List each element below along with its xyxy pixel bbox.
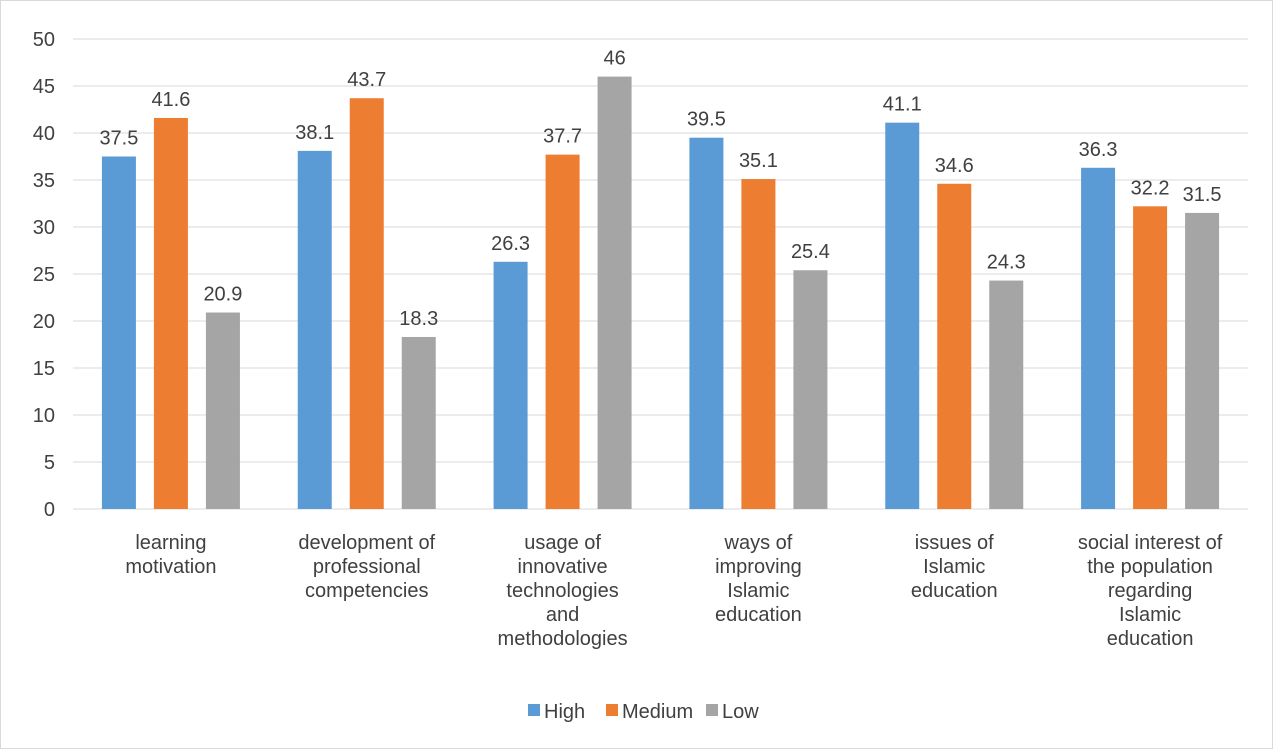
data-label: 32.2 <box>1131 177 1170 199</box>
bar-medium <box>349 98 384 509</box>
bar-low <box>205 312 240 509</box>
category-label: issues of Islamic education <box>911 532 998 602</box>
bar-medium <box>1133 206 1168 509</box>
bar-low <box>597 76 632 509</box>
legend-swatch-medium <box>606 704 618 716</box>
category-label-line: social interest of <box>1078 532 1223 554</box>
category-label-line: learning <box>135 532 206 554</box>
category-label-line: innovative <box>518 556 608 578</box>
data-label: 31.5 <box>1183 184 1222 206</box>
category-label-line: technologies <box>506 580 618 602</box>
bar-low <box>989 280 1024 509</box>
legend-swatch-low <box>706 704 718 716</box>
category-label-line: education <box>715 604 802 626</box>
bars <box>101 76 1220 510</box>
legend-label-high: High <box>544 701 585 723</box>
category-label: usage of innovative technologies and methodo… <box>498 532 628 650</box>
data-label: 35.1 <box>739 150 778 172</box>
bar-medium <box>937 183 972 509</box>
data-labels: 37.5 41.6 20.9 38.1 43.7 18.3 26.3 37.7 46 39.5 35… <box>99 48 1221 330</box>
category-label: social interest of the population regardin… <box>1078 532 1223 650</box>
y-tick-label: 15 <box>33 358 55 380</box>
category-label-line: motivation <box>125 556 216 578</box>
category-label-line: improving <box>715 556 802 578</box>
y-tick-label: 0 <box>44 499 55 521</box>
gridlines <box>73 38 1248 510</box>
category-label-line: competencies <box>305 580 428 602</box>
category-label-line: development of <box>298 532 435 554</box>
y-tick-label: 45 <box>33 76 55 98</box>
y-tick-label: 30 <box>33 217 55 239</box>
bar-medium <box>153 117 188 510</box>
y-axis-tick-labels: 0 5 10 15 20 25 30 35 40 45 50 <box>33 29 55 521</box>
category-label-line: professional <box>313 556 421 578</box>
y-tick-label: 20 <box>33 311 55 333</box>
data-label: 43.7 <box>347 69 386 91</box>
data-label: 24.3 <box>987 252 1026 274</box>
bar-high <box>493 261 528 509</box>
category-label-line: usage of <box>524 532 601 554</box>
data-label: 36.3 <box>1079 139 1118 161</box>
y-tick-label: 50 <box>33 29 55 51</box>
bar-low <box>401 336 436 509</box>
category-label-line: education <box>1107 628 1194 650</box>
data-label: 46 <box>603 48 625 70</box>
y-tick-label: 10 <box>33 405 55 427</box>
y-tick-label: 5 <box>44 452 55 474</box>
category-label-line: ways of <box>724 532 793 554</box>
category-label-line: the population <box>1087 556 1213 578</box>
category-label-line: Islamic <box>727 580 789 602</box>
bar-high <box>885 122 920 509</box>
data-label: 26.3 <box>491 233 530 255</box>
legend: High Medium Low <box>528 701 759 723</box>
bar-low <box>793 270 828 509</box>
data-label: 34.6 <box>935 155 974 177</box>
legend-label-low: Low <box>722 701 759 723</box>
bar-low <box>1185 212 1220 509</box>
bar-high <box>1081 167 1116 509</box>
category-label: ways of improving Islamic education <box>715 532 802 626</box>
category-label-line: regarding <box>1108 580 1193 602</box>
data-label: 37.5 <box>99 128 138 150</box>
category-label-line: Islamic <box>923 556 985 578</box>
data-label: 41.1 <box>883 94 922 116</box>
data-label: 38.1 <box>295 122 334 144</box>
data-label: 25.4 <box>791 241 830 263</box>
bar-medium <box>741 179 776 509</box>
bar-medium <box>545 154 580 509</box>
category-label-line: Islamic <box>1119 604 1181 626</box>
data-label: 39.5 <box>687 109 726 131</box>
category-label-line: education <box>911 580 998 602</box>
y-tick-label: 35 <box>33 170 55 192</box>
category-label: learning motivation <box>125 532 216 578</box>
bar-high <box>297 150 332 510</box>
category-label-line: issues of <box>915 532 994 554</box>
data-label: 37.7 <box>543 126 582 148</box>
category-label-line: methodologies <box>498 628 628 650</box>
legend-swatch-high <box>528 704 540 716</box>
bar-high <box>101 156 136 509</box>
bar-high <box>689 137 724 509</box>
data-label: 41.6 <box>151 89 190 111</box>
legend-label-medium: Medium <box>622 701 693 723</box>
y-tick-label: 25 <box>33 264 55 286</box>
category-label-line: and <box>546 604 579 626</box>
data-label: 20.9 <box>203 284 242 306</box>
category-label: development of professional competencies <box>298 532 435 602</box>
category-labels: learning motivation development of professi… <box>125 532 1222 650</box>
data-label: 18.3 <box>399 308 438 330</box>
y-tick-label: 40 <box>33 123 55 145</box>
